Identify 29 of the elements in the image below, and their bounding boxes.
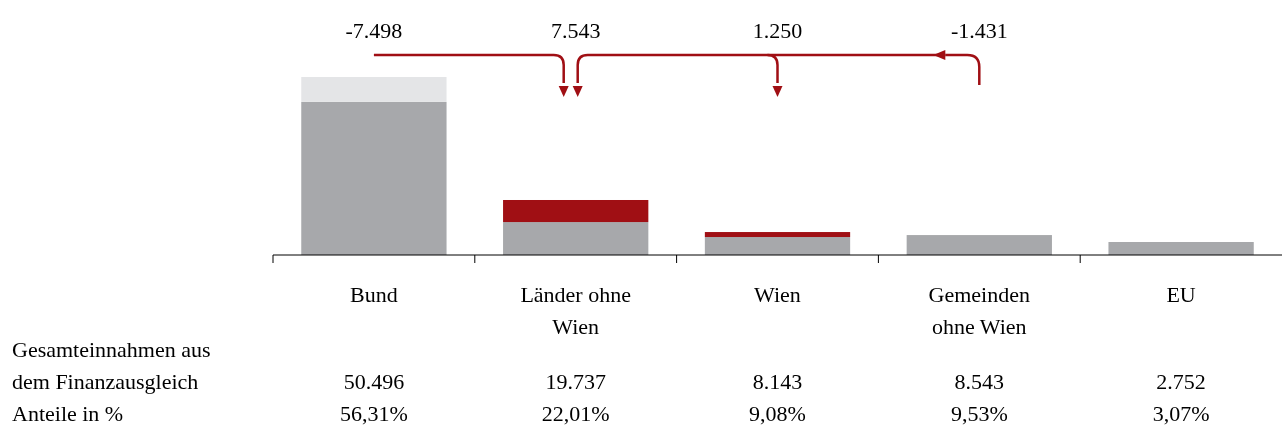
bar — [503, 200, 649, 223]
bar — [301, 77, 447, 102]
text: 56,31% — [339, 401, 408, 426]
bar — [704, 232, 851, 238]
x-tick-label: Gemeinden ohne Wien — [928, 282, 1030, 339]
text: -7.498 — [345, 18, 403, 43]
bar — [301, 101, 447, 255]
text: 9,53% — [950, 401, 1008, 426]
text: 1.250 — [752, 18, 803, 43]
text: 8.543 — [954, 369, 1005, 394]
text: -1.431 — [950, 18, 1008, 43]
text: Anteile in % — [12, 401, 124, 426]
x-tick-label: Bund — [350, 282, 398, 307]
bar — [906, 235, 1052, 255]
text: 22,01% — [541, 401, 610, 426]
bar — [1108, 242, 1254, 255]
text: 50.496 — [343, 369, 405, 394]
text: 19.737 — [545, 369, 606, 394]
text: 7.543 — [550, 18, 601, 43]
x-tick-label: Länder ohne Wien — [520, 282, 631, 339]
x-tick-label: Wien — [754, 282, 801, 307]
text: 8.143 — [752, 369, 803, 394]
bar — [503, 222, 649, 255]
x-tick-label: EU — [1166, 282, 1196, 307]
bar — [704, 237, 851, 255]
text: 3,07% — [1152, 401, 1210, 426]
text: 2.752 — [1156, 369, 1206, 394]
text: Gesamteinnahmen aus dem Finanzausgleich — [12, 337, 211, 394]
text: 9,08% — [749, 401, 806, 426]
